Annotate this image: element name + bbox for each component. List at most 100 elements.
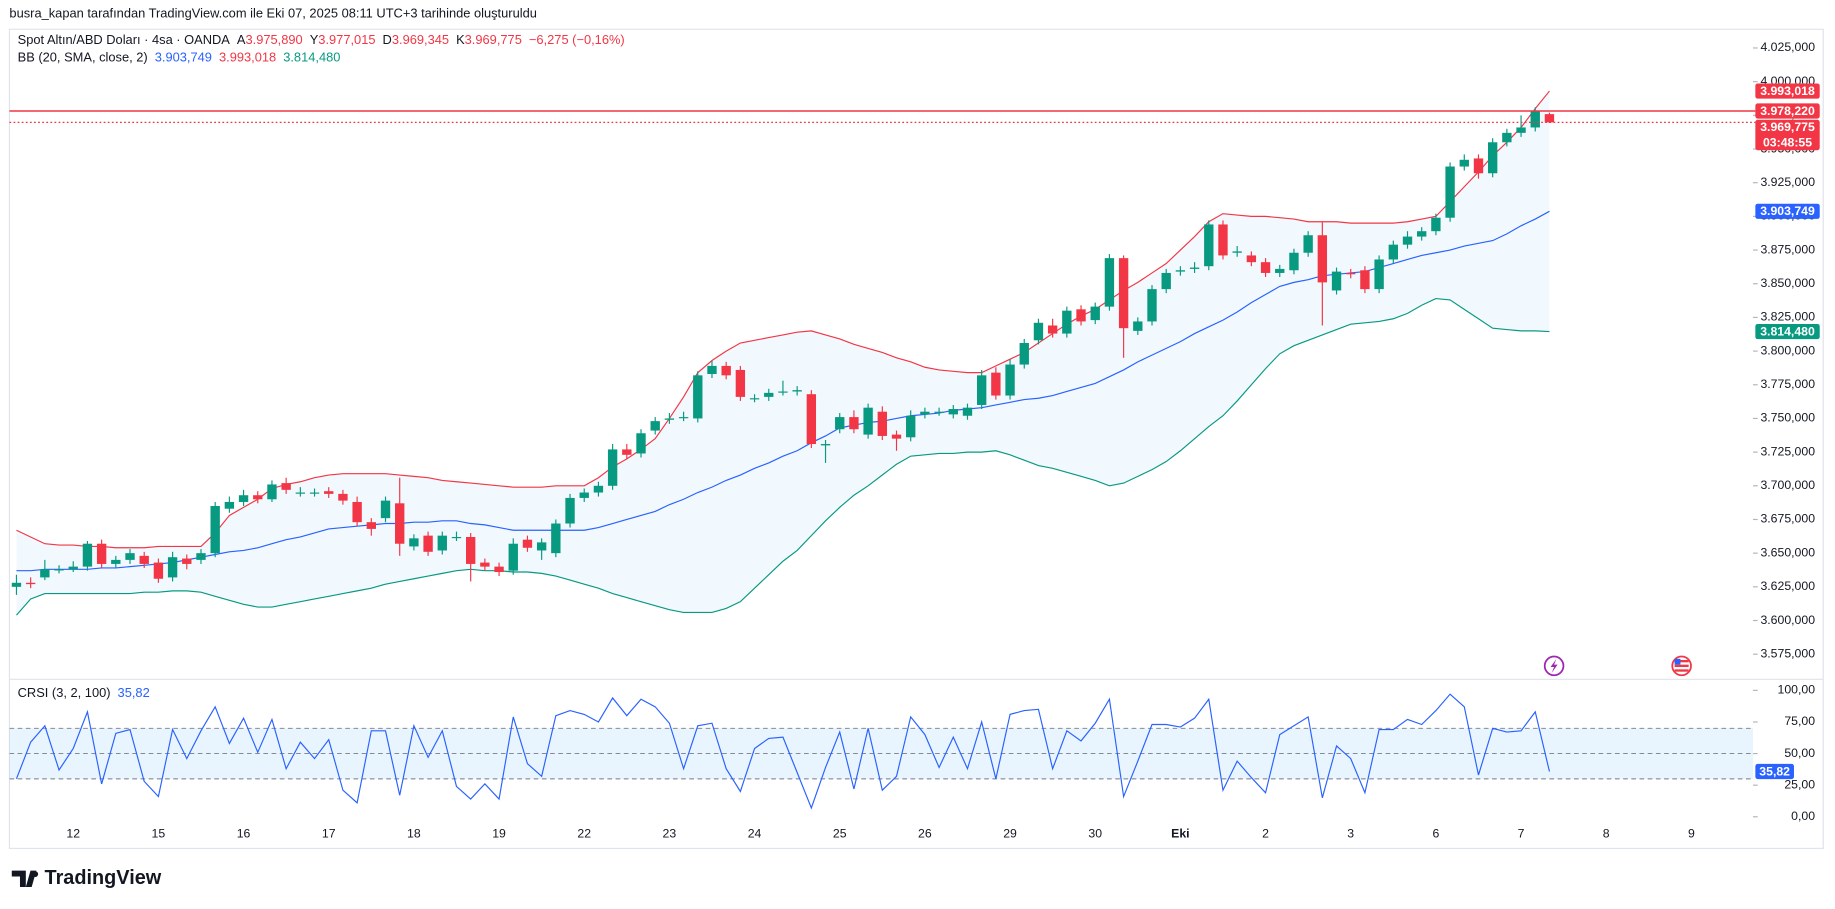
candle-body <box>607 449 618 486</box>
candle-body <box>522 539 533 548</box>
x-tick-label: 16 <box>237 827 251 841</box>
candle-body <box>1005 364 1015 396</box>
price-badge <box>1755 83 1820 99</box>
candle-body <box>451 536 462 539</box>
x-tick-label: 30 <box>1088 827 1102 841</box>
x-tick-label: 29 <box>1003 827 1017 841</box>
candle-body <box>309 492 320 494</box>
candle-body <box>1331 271 1342 291</box>
candle-body <box>1218 224 1228 256</box>
news-icon-bolt <box>1550 658 1558 673</box>
crsi-line <box>15 693 1551 810</box>
candle-body <box>835 417 845 430</box>
candle-body <box>238 495 249 502</box>
x-tick-label: 19 <box>492 827 506 841</box>
candle-body <box>1104 258 1115 307</box>
candle-body <box>650 421 660 431</box>
candle-body <box>778 391 788 393</box>
countdown: 03:48:55 <box>1763 135 1812 149</box>
crsi-value: 35,82 <box>118 685 150 700</box>
candle-body <box>437 535 447 551</box>
bb-title: BB (20, SMA, close, 2) <box>18 50 148 65</box>
price-badge-label: 3.814,480 <box>1760 324 1815 338</box>
candle-body <box>863 407 873 435</box>
candle-body <box>494 566 504 573</box>
candle-body <box>267 484 277 500</box>
x-tick-label: 26 <box>918 827 932 841</box>
x-tick-label: 15 <box>152 827 166 841</box>
x-tick-label: 17 <box>322 827 336 841</box>
bb-value: 3.903,749 <box>155 50 212 65</box>
candle-body <box>806 394 817 445</box>
candle-body <box>1516 127 1526 133</box>
candle-body <box>1133 321 1143 331</box>
candle-body <box>849 417 859 430</box>
band-line <box>16 297 1550 616</box>
candle-body <box>68 566 78 570</box>
candle-body <box>707 365 717 374</box>
candle-body <box>295 492 306 494</box>
y-tick-label: 3.600,000 <box>1760 613 1815 627</box>
candle-body <box>1445 166 1455 218</box>
price-badge <box>1755 323 1820 340</box>
x-tick-label: 7 <box>1518 827 1525 841</box>
candle-body <box>565 497 575 524</box>
candle-body <box>1019 343 1029 365</box>
brand-logo <box>11 870 37 888</box>
x-tick-label: 8 <box>1603 827 1610 841</box>
candle-body <box>579 492 589 498</box>
candle-body <box>380 500 391 519</box>
candle-body <box>749 398 760 400</box>
ohlc-value: 3.969,345 <box>392 32 449 47</box>
candle-body <box>792 390 802 392</box>
candle-body <box>962 407 973 416</box>
x-tick-label: 23 <box>663 827 677 841</box>
price-badge <box>1755 119 1820 151</box>
y-tick-label: 3.875,000 <box>1760 242 1815 256</box>
y-tick-label: 3.650,000 <box>1760 545 1815 559</box>
candle-body <box>96 543 107 564</box>
y-tick-label: 75,00 <box>1784 714 1815 728</box>
candle-body <box>338 493 348 501</box>
candle-body <box>1289 252 1299 271</box>
candle-body <box>1487 142 1498 174</box>
candle-body <box>1076 309 1086 322</box>
x-tick-label: 3 <box>1347 827 1354 841</box>
candles <box>11 107 1555 595</box>
y-tick-label: 3.800,000 <box>1760 343 1815 357</box>
candle-body <box>1402 236 1413 245</box>
x-tick-label: 22 <box>577 827 591 841</box>
candle-body <box>593 485 604 493</box>
candle-body <box>1232 251 1242 253</box>
flag-canton <box>1674 658 1681 665</box>
candle-body <box>764 392 774 397</box>
y-tick-label: 3.725,000 <box>1760 444 1815 458</box>
candle-body <box>1473 158 1484 174</box>
candle-body <box>920 411 930 415</box>
candle-body <box>1062 310 1072 334</box>
candle-body <box>1090 306 1100 321</box>
event-icons <box>1543 655 1692 677</box>
y-tick-label: 4.025,000 <box>1760 40 1815 54</box>
candle-body <box>735 369 746 397</box>
flag-stripe <box>1674 664 1689 668</box>
crsi-legend: CRSI (3, 2, 100) 35,82 <box>18 685 150 700</box>
x-tick-label: 24 <box>748 827 762 841</box>
candle-body <box>210 506 220 554</box>
y-tick-label: 0,00 <box>1791 809 1815 823</box>
candle-body <box>934 411 944 413</box>
ohlc-key: A <box>237 32 246 47</box>
value-badge <box>1755 763 1794 780</box>
candle-body <box>281 483 291 490</box>
ohlc-key: D <box>383 32 392 47</box>
ohlc-key: K <box>456 32 465 47</box>
candle-body <box>1530 111 1540 128</box>
y-tick-label: 3.775,000 <box>1760 377 1815 391</box>
candle-body <box>1388 244 1398 260</box>
band-fill <box>16 91 1550 616</box>
candle-body <box>1502 132 1512 143</box>
candle-body <box>693 375 703 419</box>
candle-body <box>948 409 958 415</box>
